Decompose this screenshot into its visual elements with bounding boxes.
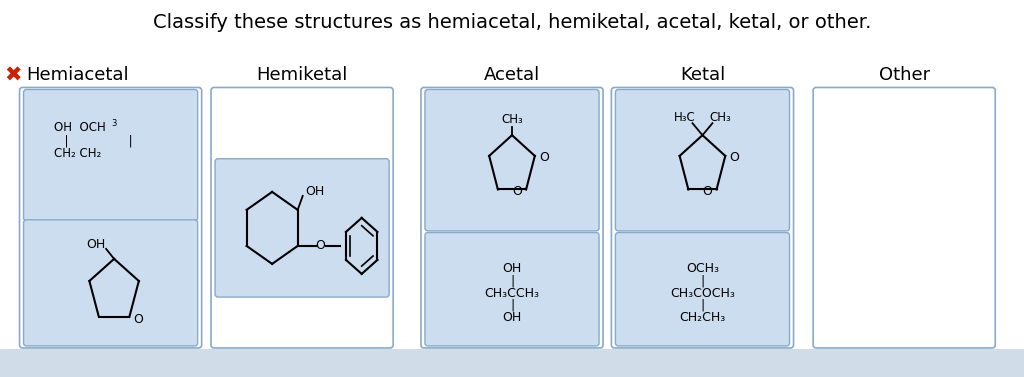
FancyBboxPatch shape	[425, 233, 599, 346]
FancyBboxPatch shape	[24, 220, 198, 346]
Text: OCH₃: OCH₃	[686, 262, 719, 275]
Text: |: |	[700, 298, 705, 311]
Text: OH: OH	[86, 238, 105, 251]
Text: CH₃COCH₃: CH₃COCH₃	[670, 287, 735, 300]
Text: Classify these structures as hemiacetal, hemiketal, acetal, ketal, or other.: Classify these structures as hemiacetal,…	[153, 13, 871, 32]
FancyBboxPatch shape	[421, 87, 603, 348]
FancyBboxPatch shape	[211, 87, 393, 348]
Text: O: O	[314, 239, 325, 252]
Text: OH: OH	[306, 185, 325, 198]
Text: Hemiketal: Hemiketal	[256, 66, 348, 84]
Text: OH  OCH: OH OCH	[54, 121, 105, 134]
Text: O: O	[512, 185, 522, 198]
Text: |: |	[510, 275, 514, 288]
Text: O: O	[133, 313, 143, 326]
Text: Ketal: Ketal	[680, 66, 725, 84]
Text: H₃C: H₃C	[674, 111, 695, 124]
Text: 3: 3	[112, 119, 117, 128]
Text: OH: OH	[503, 262, 521, 275]
Text: Other: Other	[879, 66, 930, 84]
Text: ✖: ✖	[4, 65, 23, 86]
Text: |: |	[510, 298, 514, 311]
FancyBboxPatch shape	[19, 87, 202, 348]
Text: O: O	[539, 152, 549, 164]
FancyBboxPatch shape	[425, 89, 599, 231]
Bar	[0, 349, 1024, 377]
Text: CH₃: CH₃	[710, 111, 731, 124]
Text: Acetal: Acetal	[484, 66, 540, 84]
Text: CH₃CCH₃: CH₃CCH₃	[484, 287, 540, 300]
FancyBboxPatch shape	[813, 87, 995, 348]
FancyBboxPatch shape	[615, 89, 790, 231]
Text: |        |: | |	[63, 134, 134, 147]
Text: CH₃: CH₃	[501, 113, 523, 126]
Text: |: |	[700, 275, 705, 288]
FancyBboxPatch shape	[24, 89, 198, 221]
FancyBboxPatch shape	[615, 233, 790, 346]
Text: OH: OH	[503, 311, 521, 324]
Text: O: O	[702, 185, 713, 198]
FancyBboxPatch shape	[611, 87, 794, 348]
Text: O: O	[729, 152, 739, 164]
Text: CH₂ CH₂: CH₂ CH₂	[54, 147, 101, 160]
Text: Hemiacetal: Hemiacetal	[27, 66, 129, 84]
Text: CH₂CH₃: CH₂CH₃	[679, 311, 726, 324]
FancyBboxPatch shape	[215, 159, 389, 297]
